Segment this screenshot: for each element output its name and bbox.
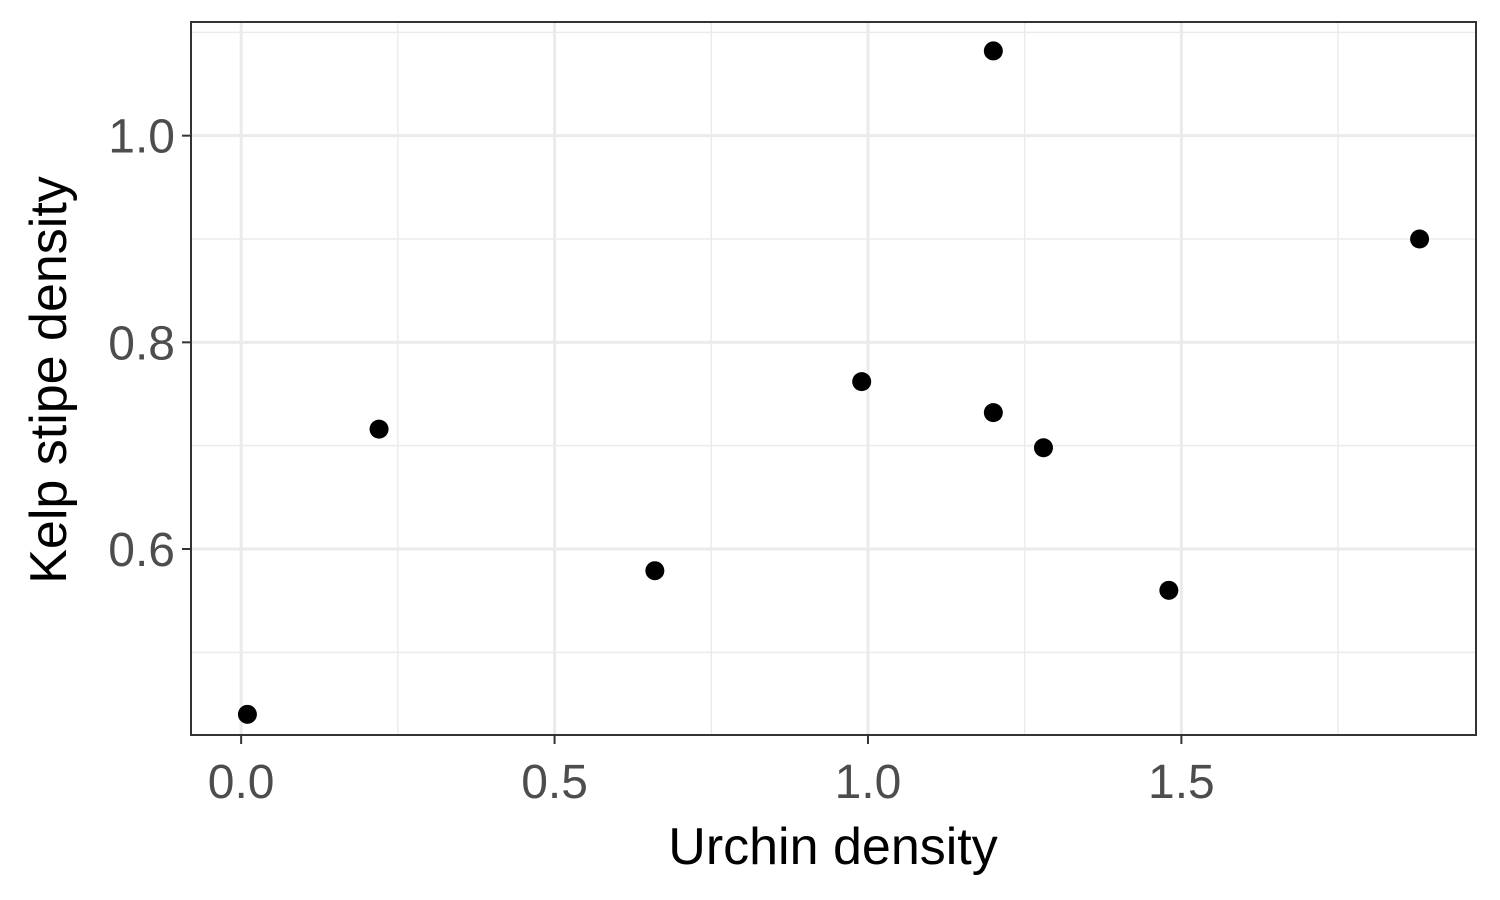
major-grid: [191, 22, 1476, 735]
minor-grid: [191, 22, 1476, 735]
data-point: [1033, 438, 1053, 458]
x-tick-label: 0.5: [521, 756, 588, 809]
data-point: [237, 704, 257, 724]
panel-background: [191, 22, 1476, 735]
data-point: [1159, 580, 1179, 600]
x-axis-ticks: 0.0 0.5 1.0 1.5: [208, 735, 1215, 809]
data-point: [983, 403, 1003, 423]
y-tick-label: 0.8: [108, 317, 175, 370]
x-tick-label: 1.0: [835, 756, 902, 809]
panel-border: [190, 21, 1477, 736]
y-axis-ticks: 0.6 0.8 1.0: [108, 111, 191, 577]
data-point: [1410, 229, 1430, 249]
y-tick-label: 0.6: [108, 524, 175, 577]
x-axis-title: Urchin density: [668, 818, 997, 876]
x-tick-label: 0.0: [208, 756, 275, 809]
data-points: [237, 41, 1430, 724]
data-point: [983, 41, 1003, 61]
data-point: [852, 372, 872, 392]
y-tick-label: 1.0: [108, 111, 175, 164]
data-point: [645, 561, 665, 581]
y-axis-title: Kelp stipe density: [20, 176, 78, 584]
data-point: [369, 419, 389, 439]
x-tick-label: 1.5: [1148, 756, 1215, 809]
